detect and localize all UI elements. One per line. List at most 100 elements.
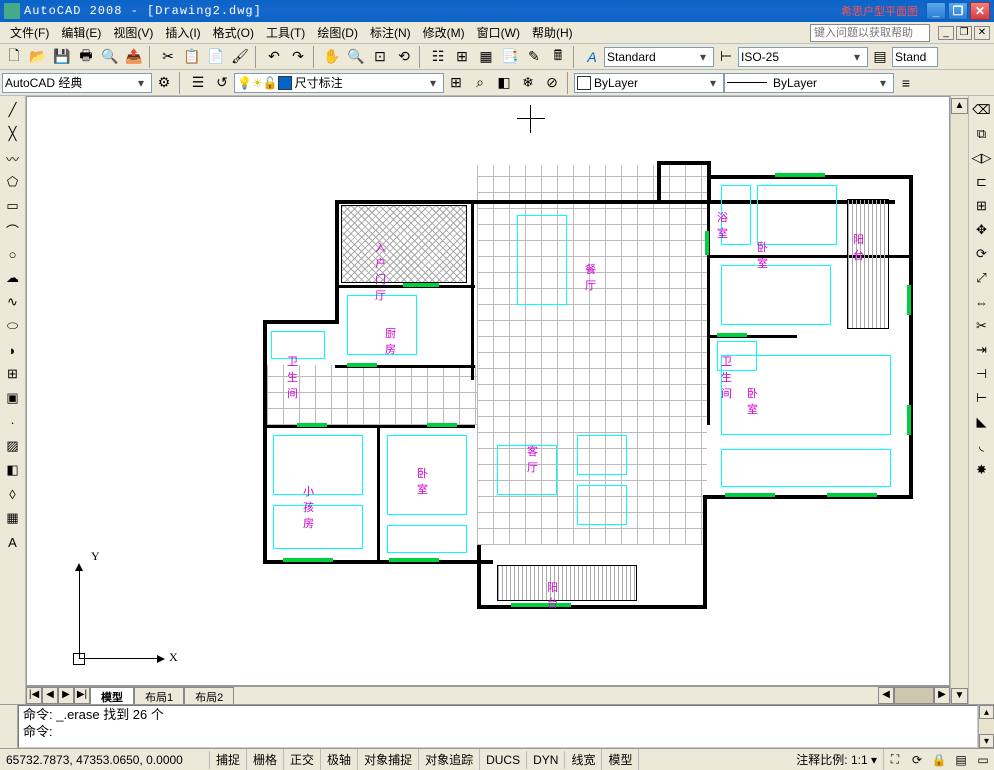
trim-icon[interactable]: ✂ — [971, 315, 993, 337]
workspace-settings-icon[interactable]: ⚙ — [153, 72, 175, 94]
pline-icon[interactable]: 〰 — [2, 147, 24, 169]
break-icon[interactable]: ⊣ — [971, 363, 993, 385]
status-model[interactable]: 模型 — [602, 749, 639, 770]
tab-next-button[interactable]: ▶ — [58, 687, 74, 704]
status-lwt[interactable]: 线宽 — [565, 749, 602, 770]
close-button[interactable]: ✕ — [970, 2, 990, 20]
markup-icon[interactable]: ✎ — [523, 46, 545, 68]
lineweight-icon[interactable]: ≡ — [895, 72, 917, 94]
menu-window[interactable]: 窗口(W) — [471, 22, 526, 43]
sheet-set-icon[interactable]: 📑 — [499, 46, 521, 68]
tab-model[interactable]: 模型 — [90, 687, 134, 704]
properties-icon[interactable]: ☷ — [427, 46, 449, 68]
menu-dimension[interactable]: 标注(N) — [364, 22, 417, 43]
status-coordinates[interactable]: 65732.7873, 47353.0650, 0.0000 — [0, 751, 210, 769]
match-icon[interactable]: 🖌 — [229, 46, 251, 68]
circle-icon[interactable]: ○ — [2, 243, 24, 265]
offset-icon[interactable]: ⊏ — [971, 171, 993, 193]
extend-icon[interactable]: ⇥ — [971, 339, 993, 361]
help-search-input[interactable] — [810, 24, 930, 42]
stretch-icon[interactable]: ⇔ — [971, 291, 993, 313]
layer-states-icon[interactable]: ⊞ — [445, 72, 467, 94]
save-icon[interactable]: 💾 — [51, 46, 73, 68]
cmd-scroll-up-button[interactable]: ▴ — [979, 705, 994, 719]
status-ortho[interactable]: 正交 — [284, 749, 321, 770]
layer-previous-icon[interactable]: ↺ — [211, 72, 233, 94]
hscroll-track[interactable] — [234, 687, 878, 704]
workspace-combo[interactable]: AutoCAD 经典▾ — [2, 73, 152, 93]
region-icon[interactable]: ◊ — [2, 483, 24, 505]
menu-view[interactable]: 视图(V) — [107, 22, 159, 43]
calc-icon[interactable]: 🖩 — [547, 46, 569, 68]
status-lock-icon[interactable]: 🔒 — [930, 752, 948, 768]
menu-tools[interactable]: 工具(T) — [260, 22, 311, 43]
drawing-canvas[interactable]: 入户门厅 厨房 卫生间 餐厅 客厅 小孩房 卧室 浴室 卧室 卫生间 卧室 阳台… — [26, 96, 950, 686]
zoom-win-icon[interactable]: ⊡ — [369, 46, 391, 68]
rectangle-icon[interactable]: ▭ — [2, 195, 24, 217]
vscroll-down-button[interactable]: ▼ — [951, 688, 968, 704]
mtext-icon[interactable]: A — [2, 531, 24, 553]
anno-vis-icon[interactable]: ⛶ — [886, 752, 904, 768]
plot-icon[interactable]: 🖶 — [75, 46, 97, 68]
dropdown-arrow-icon[interactable]: ▾ — [705, 76, 721, 90]
status-ducs[interactable]: DUCS — [480, 751, 527, 769]
status-dyn[interactable]: DYN — [527, 751, 565, 769]
paste-icon[interactable]: 📄 — [205, 46, 227, 68]
block-icon[interactable]: ▣ — [2, 387, 24, 409]
mdi-minimize-button[interactable]: _ — [938, 26, 954, 40]
insert-icon[interactable]: ⊞ — [2, 363, 24, 385]
minimize-button[interactable]: _ — [926, 2, 946, 20]
status-osnap[interactable]: 对象捕捉 — [358, 749, 419, 770]
zoom-prev-icon[interactable]: ⟲ — [393, 46, 415, 68]
point-icon[interactable]: · — [2, 411, 24, 433]
undo-icon[interactable]: ↶ — [263, 46, 285, 68]
arc-icon[interactable]: ⌒ — [2, 219, 24, 241]
layer-manager-icon[interactable]: ☰ — [187, 72, 209, 94]
layer-filter-icon[interactable]: ⌕ — [469, 72, 491, 94]
tool-style-combo[interactable]: Stand — [892, 47, 938, 67]
status-tray-icon[interactable]: ▤ — [952, 752, 970, 768]
tab-layout2[interactable]: 布局2 — [184, 687, 234, 704]
line-icon[interactable]: ╱ — [2, 99, 24, 121]
command-grip-icon[interactable] — [0, 705, 18, 748]
join-icon[interactable]: ⊢ — [971, 387, 993, 409]
copy-obj-icon[interactable]: ⧉ — [971, 123, 993, 145]
polygon-icon[interactable]: ⬠ — [2, 171, 24, 193]
menu-draw[interactable]: 绘图(D) — [311, 22, 364, 43]
color-combo[interactable]: ByLayer ▾ — [574, 73, 724, 93]
layer-iso-icon[interactable]: ◧ — [493, 72, 515, 94]
layer-off-icon[interactable]: ⊘ — [541, 72, 563, 94]
dim-style-combo[interactable]: ISO-25▾ — [738, 47, 868, 67]
status-clean-icon[interactable]: ▭ — [974, 752, 992, 768]
dropdown-arrow-icon[interactable]: ▾ — [875, 76, 891, 90]
linetype-combo[interactable]: ByLayer ▾ — [724, 73, 894, 93]
maximize-button[interactable]: ❐ — [948, 2, 968, 20]
cmd-scroll-track[interactable] — [979, 719, 994, 734]
command-text-area[interactable]: 命令: _.erase 找到 26 个 命令: — [18, 705, 978, 748]
dropdown-arrow-icon[interactable]: ▾ — [849, 50, 865, 64]
menu-modify[interactable]: 修改(M) — [417, 22, 471, 43]
tab-layout1[interactable]: 布局1 — [134, 687, 184, 704]
copy-icon[interactable]: 📋 — [181, 46, 203, 68]
scale-icon[interactable]: ⤢ — [971, 267, 993, 289]
explode-icon[interactable]: ✸ — [971, 459, 993, 481]
redo-icon[interactable]: ↷ — [287, 46, 309, 68]
dropdown-arrow-icon[interactable]: ▾ — [425, 76, 441, 90]
tab-first-button[interactable]: |◀ — [26, 687, 42, 704]
layer-freeze-icon[interactable]: ❄ — [517, 72, 539, 94]
chamfer-icon[interactable]: ◣ — [971, 411, 993, 433]
status-otrack[interactable]: 对象追踪 — [419, 749, 480, 770]
vscroll-track[interactable] — [951, 114, 968, 688]
design-center-icon[interactable]: ⊞ — [451, 46, 473, 68]
dropdown-arrow-icon[interactable]: ▾ — [133, 76, 149, 90]
tab-last-button[interactable]: ▶| — [74, 687, 90, 704]
array-icon[interactable]: ⊞ — [971, 195, 993, 217]
new-icon[interactable]: 🗋 — [3, 46, 25, 68]
menu-help[interactable]: 帮助(H) — [526, 22, 579, 43]
ellipse-icon[interactable]: ⬭ — [2, 315, 24, 337]
rotate-icon[interactable]: ⟳ — [971, 243, 993, 265]
text-style-A-icon[interactable]: A — [581, 46, 603, 68]
fillet-icon[interactable]: ◟ — [971, 435, 993, 457]
mirror-icon[interactable]: ◁▷ — [971, 147, 993, 169]
hscroll-thumb[interactable] — [894, 687, 934, 704]
